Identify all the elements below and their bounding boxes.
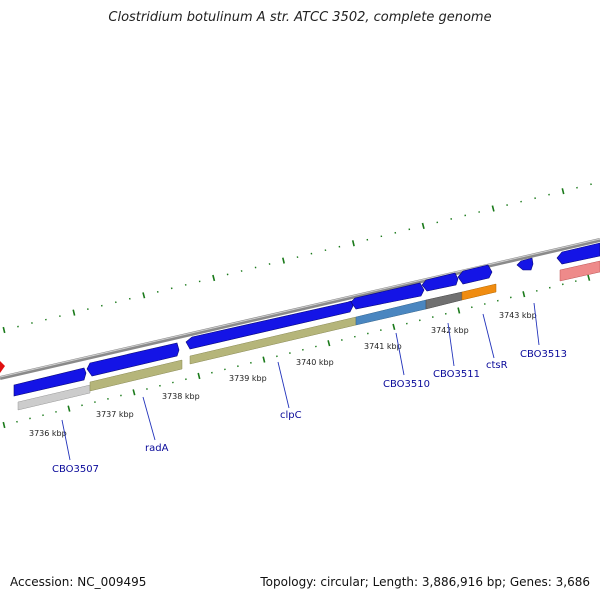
kbp-label-3742: 3742 kbp [431, 326, 469, 335]
inner-tick [67, 405, 71, 412]
outer-tick [212, 274, 216, 282]
inner-tick [262, 356, 266, 363]
cds-cbo3510 [350, 282, 425, 310]
kbp-label-3740: 3740 kbp [296, 358, 334, 367]
cds-cbo3511 [421, 272, 459, 292]
gene-label-cbo3510: CBO3510 [383, 379, 430, 390]
kbp-label-3737: 3737 kbp [96, 410, 134, 419]
accession-text: Accession: NC_009495 [10, 575, 147, 589]
outer-tick [491, 205, 495, 212]
outer-tick [561, 188, 565, 195]
kbp-labels: 3736 kbp 3737 kbp 3738 kbp 3739 kbp 3740… [29, 311, 537, 438]
inner-tick [587, 274, 591, 281]
map-title: Clostridium botulinum A str. ATCC 3502, … [108, 10, 492, 25]
gene-label-rada: radA [145, 443, 169, 454]
outer-tick [72, 309, 76, 316]
inner-tick [327, 340, 331, 347]
cds-cbo3507 [13, 367, 87, 397]
outer-tick [421, 222, 425, 230]
category-track [17, 260, 600, 411]
gene-label-ctsr: ctsR [486, 360, 508, 371]
cds-right-edge [556, 242, 600, 265]
feature-red-left [0, 361, 5, 373]
inner-tick [2, 421, 6, 429]
outer-tick [142, 292, 146, 299]
kbp-label-3736: 3736 kbp [29, 429, 67, 438]
gene-label-cbo3507: CBO3507 [52, 464, 99, 475]
kbp-label-3743: 3743 kbp [499, 311, 537, 320]
cds-rada [86, 342, 180, 377]
cds-track [13, 242, 600, 397]
gene-labels: CBO3507 radA clpC CBO3510 CBO3511 ctsR C… [52, 349, 567, 475]
outer-tick [351, 240, 355, 247]
cds-clpc [185, 300, 354, 350]
genome-backbone [0, 238, 600, 380]
cds-ctsr [457, 264, 493, 285]
kbp-label-3739: 3739 kbp [229, 374, 267, 383]
gene-label-cbo3511: CBO3511 [433, 369, 480, 380]
inner-tick [522, 291, 526, 298]
gene-label-clpc: clpC [280, 410, 302, 421]
gene-label-cbo3513: CBO3513 [520, 349, 567, 360]
kbp-label-3741: 3741 kbp [364, 342, 402, 351]
outer-tick-ring [2, 183, 592, 334]
inner-tick [457, 307, 461, 314]
inner-tick [132, 389, 136, 396]
kbp-label-3738: 3738 kbp [162, 392, 200, 401]
outer-tick [2, 326, 6, 334]
gene-leaders [61, 302, 540, 461]
inner-tick-ring [2, 274, 591, 429]
inner-tick [392, 323, 396, 331]
genome-stats-text: Topology: circular; Length: 3,886,916 bp… [260, 575, 590, 589]
inner-tick [197, 372, 201, 380]
outer-tick [282, 257, 285, 264]
cds-cbo3513 [516, 257, 534, 271]
